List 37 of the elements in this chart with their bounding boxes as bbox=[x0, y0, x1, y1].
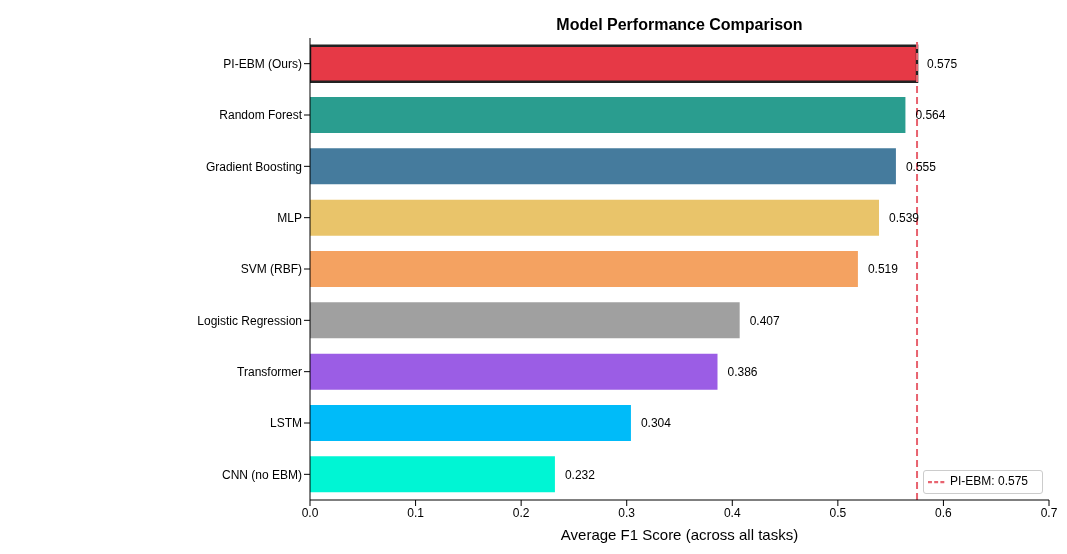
bar bbox=[310, 148, 896, 185]
x-axis-title: Average F1 Score (across all tasks) bbox=[560, 526, 799, 543]
y-tick-label: MLP bbox=[277, 210, 302, 225]
data-label: 0.519 bbox=[867, 262, 899, 277]
bar bbox=[310, 251, 858, 288]
y-tick-label: Transformer bbox=[237, 364, 302, 379]
chart-title: Model Performance Comparison bbox=[555, 16, 804, 34]
x-tick-label: 0.1 bbox=[407, 505, 425, 520]
y-tick-label: LSTM bbox=[269, 416, 302, 431]
x-tick-label: 0.3 bbox=[618, 505, 636, 520]
ref-line-label: PI-EBM: 0.575 bbox=[949, 474, 1028, 489]
y-tick-label: SVM (RBF) bbox=[240, 262, 302, 277]
x-tick-label: 0.4 bbox=[723, 505, 741, 520]
data-label: 0.539 bbox=[889, 210, 920, 225]
y-tick-label: Random Forest bbox=[219, 108, 303, 123]
bar bbox=[310, 353, 718, 390]
data-label: 0.232 bbox=[564, 467, 596, 482]
x-tick-label: 0.2 bbox=[512, 505, 530, 520]
y-tick-label: PI-EBM (Ours) bbox=[223, 56, 302, 71]
data-label: 0.386 bbox=[727, 364, 758, 379]
x-tick-label: 0.5 bbox=[829, 505, 847, 520]
bar bbox=[310, 97, 906, 134]
data-label: 0.304 bbox=[640, 416, 672, 431]
x-tick-label: 0.6 bbox=[935, 505, 953, 520]
bar bbox=[310, 405, 631, 442]
data-label: 0.575 bbox=[927, 56, 958, 71]
bar bbox=[310, 456, 555, 493]
x-tick-label: 0.0 bbox=[301, 505, 319, 520]
bar bbox=[310, 302, 740, 339]
y-tick-label: Gradient Boosting bbox=[205, 159, 302, 174]
y-tick-label: CNN (no EBM) bbox=[221, 467, 302, 482]
bar bbox=[310, 199, 880, 236]
data-label: 0.407 bbox=[749, 313, 781, 328]
data-label: 0.564 bbox=[915, 108, 946, 123]
x-tick-label: 0.7 bbox=[1040, 505, 1058, 520]
bar bbox=[310, 44, 919, 83]
y-tick-label: Logistic Regression bbox=[197, 313, 302, 328]
